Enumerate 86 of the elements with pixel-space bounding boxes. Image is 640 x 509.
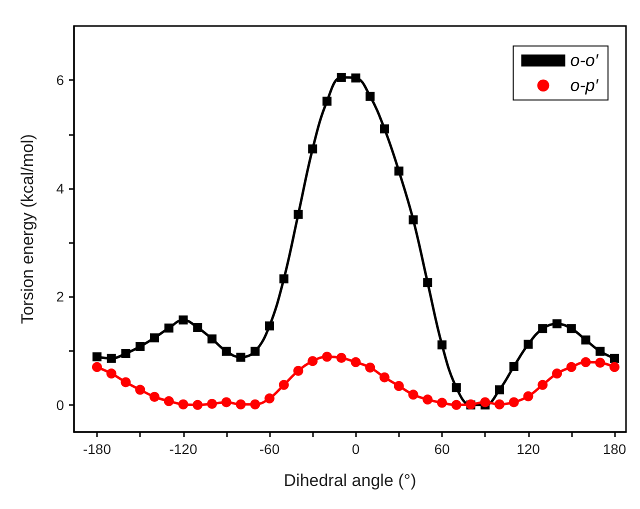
- point: [538, 380, 548, 390]
- x-tick-label: 0: [352, 441, 360, 457]
- point: [437, 398, 447, 408]
- point: [250, 399, 260, 410]
- y-tick-label: 6: [56, 72, 64, 88]
- point: [136, 342, 145, 351]
- x-tick-label: -120: [169, 441, 198, 457]
- point: [495, 385, 504, 394]
- point: [150, 392, 160, 402]
- point: [106, 354, 116, 363]
- point: [308, 356, 318, 366]
- x-axis-title: Dihedral angle (°): [284, 471, 416, 490]
- point: [135, 384, 146, 395]
- point: [121, 349, 130, 358]
- point: [380, 124, 389, 134]
- point: [552, 319, 562, 328]
- point: [336, 352, 346, 363]
- point: [394, 166, 404, 176]
- point: [480, 397, 490, 408]
- point: [452, 383, 461, 392]
- point: [366, 92, 375, 101]
- point: [265, 321, 274, 330]
- point: [279, 274, 288, 284]
- point: [92, 352, 102, 362]
- x-tick-label: 60: [434, 441, 450, 457]
- point: [596, 346, 605, 356]
- point: [164, 324, 174, 333]
- x-tick-label: -180: [82, 441, 112, 457]
- y-tick-label: 4: [56, 180, 64, 196]
- point: [222, 346, 231, 356]
- point: [164, 396, 174, 406]
- point: [523, 391, 534, 402]
- point: [580, 357, 591, 368]
- point: [451, 400, 462, 410]
- x-tick-label: 120: [516, 441, 540, 457]
- point: [538, 324, 548, 334]
- point: [193, 323, 202, 332]
- point: [293, 366, 304, 376]
- point: [207, 398, 217, 409]
- point: [566, 362, 576, 372]
- point: [208, 334, 216, 344]
- point: [150, 333, 159, 342]
- point: [236, 399, 246, 410]
- point: [264, 393, 274, 404]
- point: [322, 352, 332, 362]
- point: [494, 399, 504, 410]
- point: [120, 377, 131, 388]
- point: [308, 144, 318, 154]
- point: [552, 368, 562, 379]
- point: [350, 357, 361, 368]
- point: [610, 362, 620, 372]
- point: [236, 352, 246, 362]
- point: [178, 315, 188, 324]
- point: [422, 394, 433, 405]
- point: [250, 346, 260, 356]
- point: [351, 73, 360, 82]
- point: [380, 372, 390, 382]
- legend-label: o-o′: [570, 51, 599, 70]
- point: [509, 362, 518, 371]
- point: [221, 397, 232, 408]
- point: [566, 324, 576, 334]
- point: [294, 210, 303, 219]
- x-tick-label: -60: [259, 441, 280, 457]
- point: [610, 354, 619, 363]
- y-tick-label: 0: [56, 396, 64, 413]
- point: [322, 96, 332, 106]
- point: [394, 380, 404, 391]
- point: [581, 335, 590, 344]
- point: [92, 362, 102, 372]
- point: [178, 399, 188, 410]
- y-tick-label: 2: [56, 288, 64, 305]
- point: [408, 390, 418, 400]
- point: [278, 380, 289, 390]
- point: [365, 362, 376, 373]
- point: [408, 215, 418, 224]
- point: [106, 368, 116, 379]
- point: [595, 358, 606, 368]
- point: [438, 340, 446, 350]
- legend-label: o-p′: [570, 76, 599, 95]
- point: [192, 400, 203, 410]
- point: [508, 397, 519, 408]
- point: [336, 72, 346, 82]
- point: [524, 340, 533, 349]
- point: [423, 278, 432, 288]
- y-axis-title: Torsion energy (kcal/mol): [18, 134, 37, 324]
- x-tick-label: 180: [602, 441, 626, 457]
